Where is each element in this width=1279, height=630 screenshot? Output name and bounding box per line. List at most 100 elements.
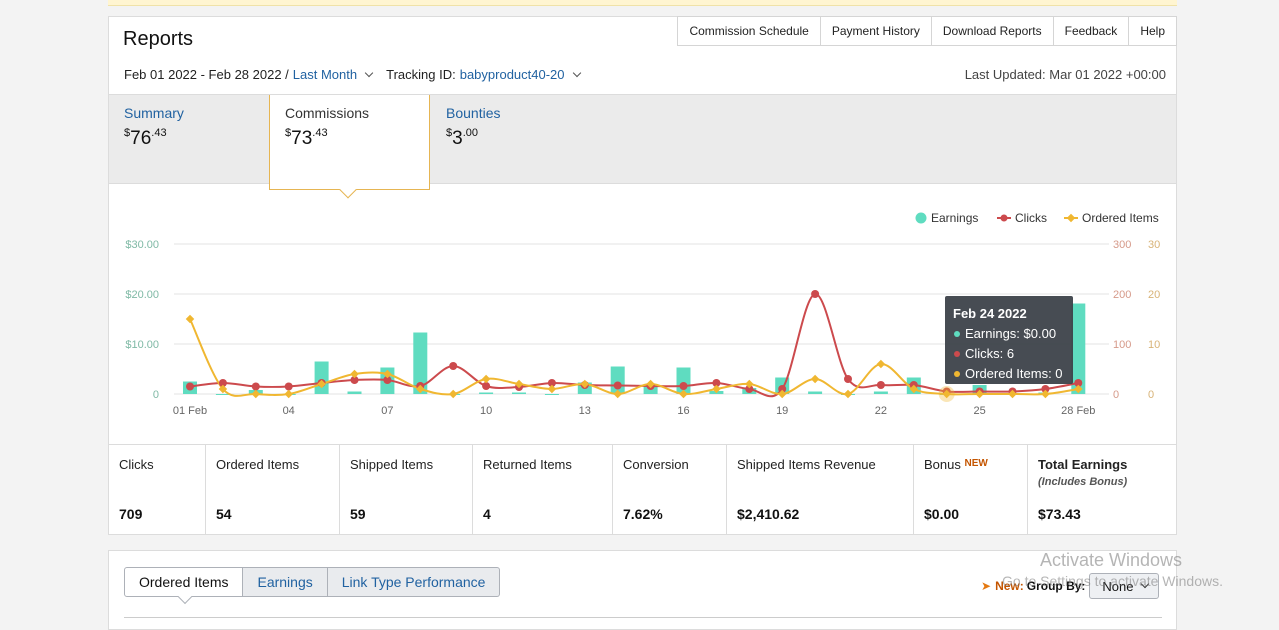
notification-strip	[108, 0, 1177, 6]
y2-tick-label: 300	[1113, 239, 1131, 251]
ordered-items-point	[383, 369, 392, 379]
stat-shipped-revenue: Shipped Items Revenue $2,410.62	[727, 445, 914, 534]
watermark-line1: Activate Windows	[1040, 550, 1183, 570]
clicks-point	[284, 382, 293, 391]
ordered-items-point	[284, 389, 293, 399]
x-tick-label: 19	[776, 405, 788, 417]
stat-label: Bonus NEW	[924, 457, 988, 472]
clicks-point	[449, 362, 458, 370]
ordered-items-point	[218, 384, 228, 394]
stat-ordered-items: Ordered Items 54	[206, 445, 340, 534]
y-tick-label: 0	[153, 389, 159, 401]
help-button[interactable]: Help	[1129, 16, 1177, 46]
ordered-items-point	[1041, 389, 1050, 399]
earnings-bar	[1071, 303, 1086, 394]
tab-ordered-items[interactable]: Ordered Items	[124, 567, 244, 597]
new-badge: NEW	[964, 458, 988, 469]
earnings-bar	[873, 391, 888, 394]
stat-label: Total Earnings	[1038, 457, 1128, 472]
clicks-point	[1074, 379, 1083, 387]
legend-clicks-marker	[1000, 214, 1008, 222]
tab-bounties[interactable]: Bounties $3.00	[431, 95, 592, 184]
ordered-items-point	[514, 379, 524, 389]
group-by-select[interactable]: None	[1089, 573, 1160, 599]
rocket-icon: ➤	[981, 579, 992, 593]
summary-tabs: Summary $76.43 Commissions $73.43 Bounti…	[109, 94, 1176, 199]
ordered-items-point	[679, 389, 688, 399]
new-label: New:	[995, 579, 1024, 593]
stat-total-earnings: Total Earnings (Includes Bonus) $73.43	[1028, 445, 1176, 534]
tab-earnings[interactable]: Earnings	[243, 567, 328, 597]
stat-label: Shipped Items Revenue	[737, 457, 876, 472]
x-tick-label: 10	[480, 405, 492, 417]
report-filters: Feb 01 2022 - Feb 28 2022 / Last Month T…	[124, 67, 590, 82]
chart-tooltip	[945, 296, 1073, 384]
payment-history-button[interactable]: Payment History	[820, 16, 932, 46]
ordered-items-point	[975, 389, 984, 399]
ordered-items-point	[448, 389, 458, 399]
earnings-bar	[347, 391, 362, 394]
chevron-down-icon[interactable]	[572, 68, 581, 78]
top-nav: Commission Schedule Payment History Down…	[677, 16, 1177, 46]
tab-summary-amount: $76.43	[124, 127, 167, 149]
ordered-items-point	[613, 389, 622, 399]
x-tick-label: 01 Feb	[173, 405, 207, 417]
commission-schedule-button[interactable]: Commission Schedule	[677, 16, 821, 46]
legend-clicks-label: Clicks	[1015, 211, 1047, 225]
tab-link-type-performance[interactable]: Link Type Performance	[327, 567, 501, 597]
legend-earnings-label: Earnings	[931, 211, 978, 225]
ordered-items-point	[547, 384, 557, 394]
ordered-items-point	[646, 379, 655, 389]
ordered-items-point	[317, 379, 326, 389]
ordered-items-point	[909, 384, 919, 394]
group-by-label: Group By:	[1026, 579, 1086, 593]
tab-commissions[interactable]: Commissions $73.43	[269, 95, 430, 199]
ordered-items-point	[1074, 384, 1083, 394]
tooltip-line: Earnings: $0.00	[965, 326, 1056, 341]
clicks-point	[613, 381, 622, 390]
clicks-point	[186, 382, 194, 391]
clicks-point	[482, 382, 491, 390]
clicks-point	[745, 385, 754, 393]
table-header-line	[124, 617, 1162, 619]
y-tick-label: $10.00	[125, 339, 159, 351]
tooltip-line: Clicks: 6	[965, 346, 1014, 361]
stat-value: 54	[216, 506, 232, 522]
ordered-items-point	[777, 389, 787, 399]
clicks-point	[218, 379, 227, 387]
ordered-items-point	[416, 384, 425, 394]
tooltip-date: Feb 24 2022	[953, 306, 1027, 321]
tracking-id-dropdown[interactable]: babyproduct40-20	[459, 67, 565, 82]
stats-row: Clicks 709 Ordered Items 54 Shipped Item…	[109, 444, 1176, 534]
ordered-items-point	[942, 389, 951, 399]
clicks-point	[876, 381, 885, 389]
stat-sublabel: (Includes Bonus)	[1038, 476, 1128, 488]
tooltip-bullet	[954, 351, 960, 357]
period-dropdown[interactable]: Last Month	[292, 67, 358, 82]
feedback-button[interactable]: Feedback	[1053, 16, 1130, 46]
y2-tick-label: 200	[1113, 289, 1131, 301]
x-tick-label: 22	[875, 405, 887, 417]
ordered-items-point	[481, 374, 491, 384]
earnings-bar	[544, 394, 559, 395]
x-tick-label: 16	[677, 405, 689, 417]
chevron-down-icon[interactable]	[364, 68, 374, 78]
ordered-items-point	[185, 314, 195, 324]
group-by-control: ➤ New: Group By: None	[981, 573, 1160, 599]
ordered-items-point	[745, 379, 754, 389]
tooltip-line: Ordered Items: 0	[965, 366, 1063, 381]
x-tick-label: 04	[283, 405, 295, 417]
stat-label: Clicks	[119, 457, 154, 472]
last-updated: Last Updated: Mar 01 2022 +00:00	[964, 67, 1166, 82]
tab-summary[interactable]: Summary $76.43	[109, 95, 270, 184]
ordered-items-point	[350, 369, 359, 379]
highlight-halo	[938, 386, 955, 402]
clicks-point	[679, 382, 688, 390]
stat-bonus: Bonus NEW $0.00	[914, 445, 1028, 534]
tab-summary-label: Summary	[124, 105, 184, 121]
download-reports-button[interactable]: Download Reports	[931, 16, 1054, 46]
clicks-point	[251, 382, 260, 391]
y-tick-label: $20.00	[125, 289, 159, 301]
stat-value: 4	[483, 506, 491, 522]
